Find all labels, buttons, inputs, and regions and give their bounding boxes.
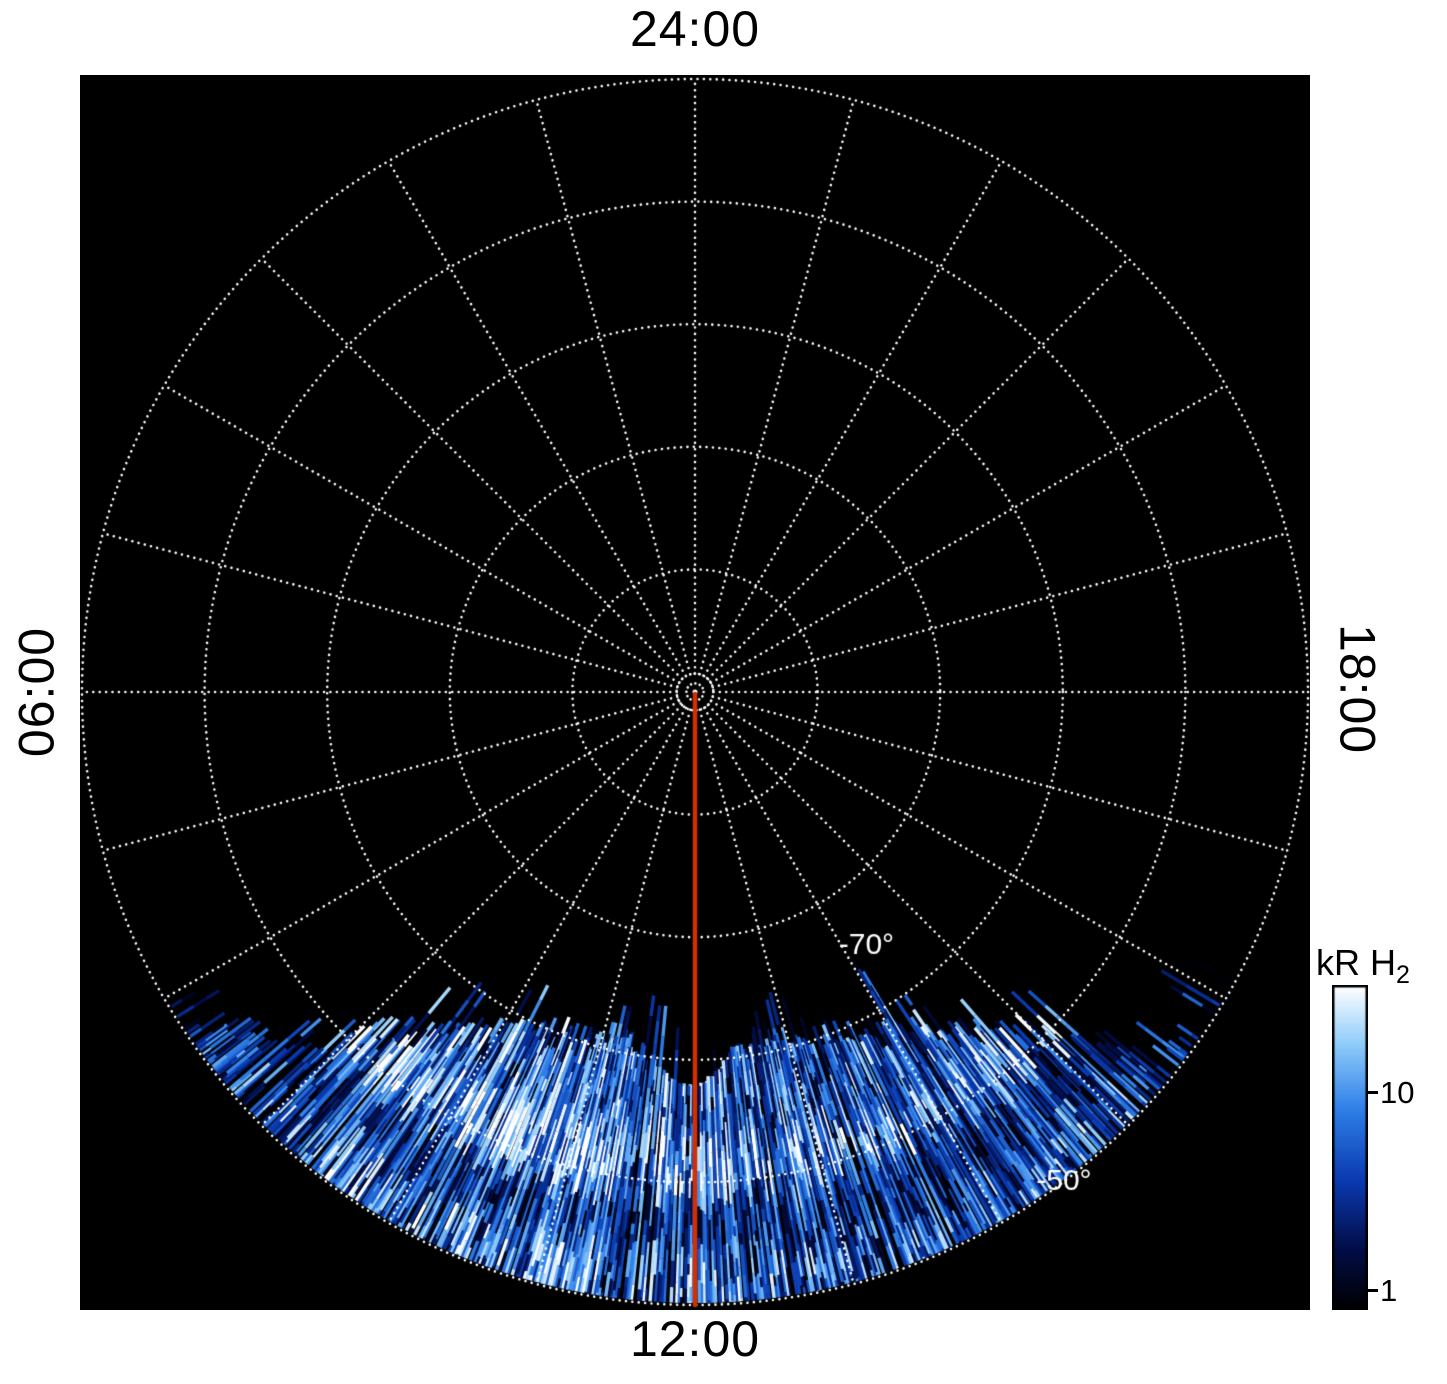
clock-label-2400: 24:00 (629, 1, 761, 57)
colorbar-title: kR H2 (1316, 942, 1410, 990)
clock-label-0600: 06:00 (8, 626, 65, 758)
colorbar-tick-label-10: 10 (1380, 1074, 1415, 1110)
polar-plot-area (80, 75, 1310, 1310)
clock-label-1200: 12:00 (629, 1311, 761, 1367)
polar-plot-canvas (80, 75, 1310, 1310)
colorbar-tick-label-1: 1 (1380, 1272, 1398, 1308)
colorbar-title-text: kR H (1316, 942, 1396, 983)
colorbar-tickmark-10 (1368, 1091, 1378, 1095)
colorbar-title-subscript: 2 (1396, 961, 1410, 990)
colorbar-gradient (1332, 985, 1368, 1310)
colorbar-tickmark-1 (1368, 1289, 1378, 1293)
clock-label-1800: 18:00 (1329, 623, 1386, 755)
